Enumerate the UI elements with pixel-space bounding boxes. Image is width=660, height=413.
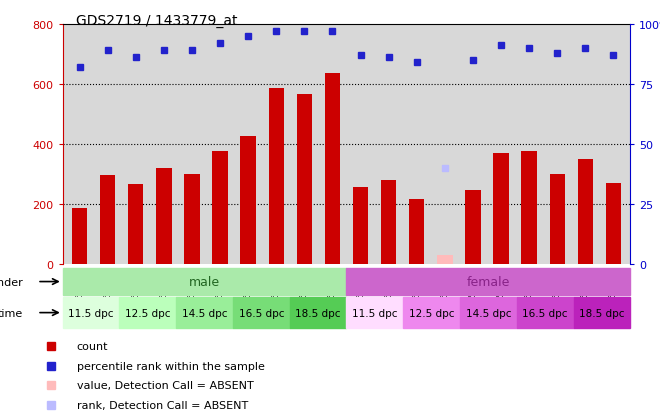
Text: female: female — [467, 275, 510, 288]
Text: count: count — [77, 341, 108, 351]
Text: male: male — [189, 275, 220, 288]
Bar — [325, 74, 340, 264]
Text: GDS2719 / 1433779_at: GDS2719 / 1433779_at — [76, 14, 238, 28]
Bar — [290, 297, 346, 328]
Text: 16.5 dpc: 16.5 dpc — [523, 308, 568, 318]
Bar — [460, 297, 517, 328]
Text: 12.5 dpc: 12.5 dpc — [409, 308, 454, 318]
Bar — [128, 185, 143, 264]
Text: 12.5 dpc: 12.5 dpc — [125, 308, 170, 318]
Bar — [63, 268, 346, 295]
Bar — [606, 183, 621, 264]
Bar — [517, 297, 574, 328]
Bar — [240, 137, 256, 264]
Text: 14.5 dpc: 14.5 dpc — [182, 308, 227, 318]
Bar — [156, 169, 172, 264]
Bar — [465, 191, 480, 264]
Bar — [269, 89, 284, 264]
Bar — [72, 209, 87, 264]
Bar — [233, 297, 290, 328]
Text: value, Detection Call = ABSENT: value, Detection Call = ABSENT — [77, 380, 253, 391]
Bar — [100, 176, 116, 264]
Bar — [346, 297, 403, 328]
Text: 14.5 dpc: 14.5 dpc — [466, 308, 511, 318]
Text: 18.5 dpc: 18.5 dpc — [296, 308, 341, 318]
Bar — [403, 297, 460, 328]
Bar — [409, 200, 424, 264]
Bar — [296, 95, 312, 264]
Bar — [184, 175, 200, 264]
Bar — [353, 188, 368, 264]
Bar — [119, 297, 176, 328]
Bar — [176, 297, 233, 328]
Bar — [437, 255, 453, 264]
Bar — [521, 152, 537, 264]
Text: 11.5 dpc: 11.5 dpc — [69, 308, 114, 318]
Bar — [493, 154, 509, 264]
Text: 11.5 dpc: 11.5 dpc — [352, 308, 397, 318]
Text: 16.5 dpc: 16.5 dpc — [239, 308, 284, 318]
Text: gender: gender — [0, 277, 23, 287]
Bar — [381, 180, 397, 264]
Bar — [574, 297, 630, 328]
Bar — [213, 152, 228, 264]
Bar — [346, 268, 630, 295]
Text: percentile rank within the sample: percentile rank within the sample — [77, 361, 265, 371]
Bar — [550, 175, 565, 264]
Text: 18.5 dpc: 18.5 dpc — [579, 308, 624, 318]
Bar — [578, 159, 593, 264]
Text: time: time — [0, 308, 23, 318]
Bar — [63, 297, 119, 328]
Text: rank, Detection Call = ABSENT: rank, Detection Call = ABSENT — [77, 400, 248, 410]
